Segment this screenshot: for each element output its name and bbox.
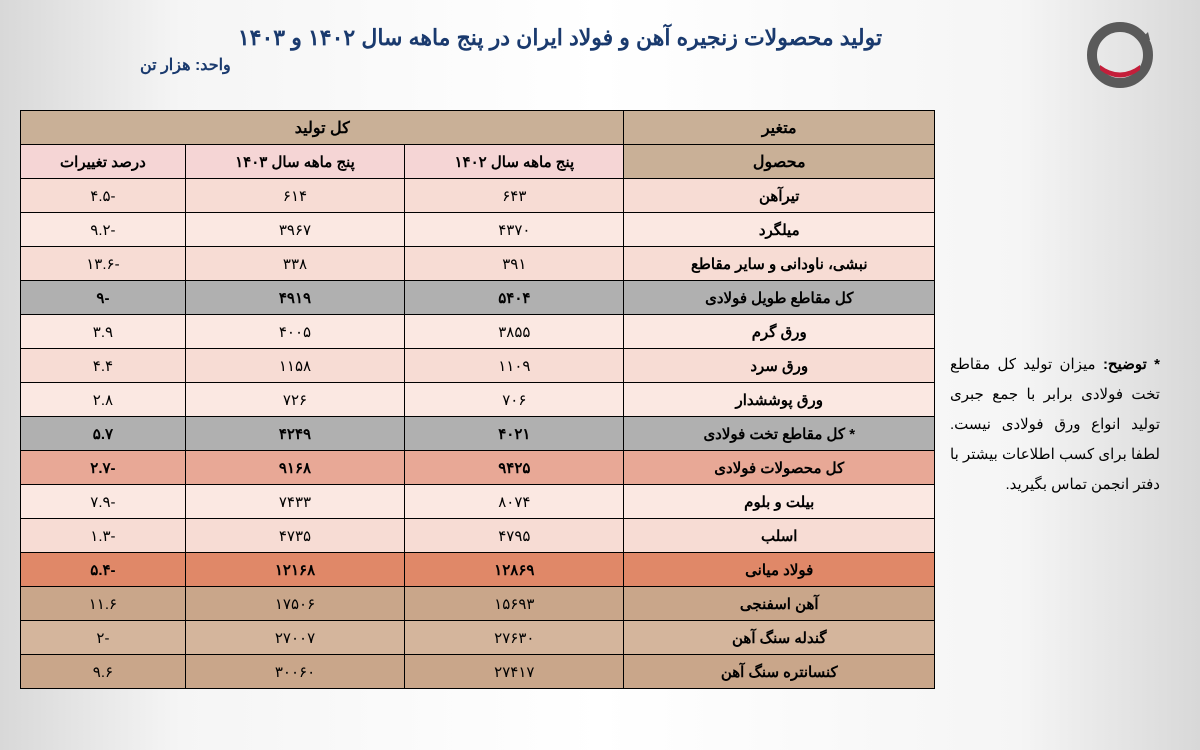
cell-change: ۱۱.۶ <box>21 587 186 621</box>
table-row: ورق پوششدار۷۰۶۷۲۶۲.۸ <box>21 383 935 417</box>
cell-1403: ۴۹۱۹ <box>185 281 404 315</box>
table-row: کنسانتره سنگ آهن۲۷۴۱۷۳۰۰۶۰۹.۶ <box>21 655 935 689</box>
cell-product: اسلب <box>624 519 935 553</box>
cell-change: -۴.۵ <box>21 179 186 213</box>
cell-change: -۷.۹ <box>21 485 186 519</box>
cell-1403: ۱۱۵۸ <box>185 349 404 383</box>
cell-change: -۲ <box>21 621 186 655</box>
cell-1402: ۲۷۶۳۰ <box>405 621 624 655</box>
cell-product: ورق پوششدار <box>624 383 935 417</box>
cell-1402: ۱۱۰۹ <box>405 349 624 383</box>
cell-1402: ۴۰۲۱ <box>405 417 624 451</box>
cell-1402: ۱۲۸۶۹ <box>405 553 624 587</box>
cell-change: -۱.۳ <box>21 519 186 553</box>
table-row: آهن اسفنجی۱۵۶۹۳۱۷۵۰۶۱۱.۶ <box>21 587 935 621</box>
cell-1403: ۷۴۳۳ <box>185 485 404 519</box>
note-title: توضیح: <box>1103 356 1147 373</box>
cell-1403: ۳۹۶۷ <box>185 213 404 247</box>
cell-change: ۹.۶ <box>21 655 186 689</box>
table-row: میلگرد۴۳۷۰۳۹۶۷-۹.۲ <box>21 213 935 247</box>
note-text: میزان تولید کل مقاطع تخت فولادی برابر با… <box>950 356 1160 493</box>
table-row: اسلب۴۷۹۵۴۷۳۵-۱.۳ <box>21 519 935 553</box>
cell-product: ورق گرم <box>624 315 935 349</box>
cell-1403: ۱۷۵۰۶ <box>185 587 404 621</box>
th-total: کل تولید <box>21 111 624 145</box>
cell-change: -۹.۲ <box>21 213 186 247</box>
table-row: ورق گرم۳۸۵۵۴۰۰۵۳.۹ <box>21 315 935 349</box>
table-row: نبشی، ناودانی و سایر مقاطع۳۹۱۳۳۸-۱۳.۶ <box>21 247 935 281</box>
cell-1402: ۵۴۰۴ <box>405 281 624 315</box>
cell-1403: ۷۲۶ <box>185 383 404 417</box>
cell-product: گندله سنگ آهن <box>624 621 935 655</box>
table-row: کل محصولات فولادی۹۴۲۵۹۱۶۸-۲.۷ <box>21 451 935 485</box>
cell-1402: ۷۰۶ <box>405 383 624 417</box>
cell-1403: ۲۷۰۰۷ <box>185 621 404 655</box>
cell-1403: ۴۰۰۵ <box>185 315 404 349</box>
th-1403: پنج ماهه سال ۱۴۰۳ <box>185 145 404 179</box>
cell-product: فولاد میانی <box>624 553 935 587</box>
cell-1403: ۹۱۶۸ <box>185 451 404 485</box>
cell-1403: ۳۰۰۶۰ <box>185 655 404 689</box>
table-row: فولاد میانی۱۲۸۶۹۱۲۱۶۸-۵.۴ <box>21 553 935 587</box>
cell-change: -۲.۷ <box>21 451 186 485</box>
cell-change: ۵.۷ <box>21 417 186 451</box>
cell-1403: ۳۳۸ <box>185 247 404 281</box>
table-row: بیلت و بلوم۸۰۷۴۷۴۳۳-۷.۹ <box>21 485 935 519</box>
cell-product: آهن اسفنجی <box>624 587 935 621</box>
cell-product: بیلت و بلوم <box>624 485 935 519</box>
th-product: محصول <box>624 145 935 179</box>
table-row: تیرآهن۶۴۳۶۱۴-۴.۵ <box>21 179 935 213</box>
note-star: * <box>1154 356 1160 373</box>
cell-product: میلگرد <box>624 213 935 247</box>
unit-label: واحد: هزار تن <box>140 55 231 75</box>
logo-icon <box>1080 20 1160 90</box>
cell-product: تیرآهن <box>624 179 935 213</box>
cell-product: * کل مقاطع تخت فولادی <box>624 417 935 451</box>
cell-product: کل محصولات فولادی <box>624 451 935 485</box>
cell-1402: ۴۳۷۰ <box>405 213 624 247</box>
table-row: * کل مقاطع تخت فولادی۴۰۲۱۴۲۴۹۵.۷ <box>21 417 935 451</box>
cell-1403: ۴۲۴۹ <box>185 417 404 451</box>
cell-1402: ۴۷۹۵ <box>405 519 624 553</box>
cell-product: نبشی، ناودانی و سایر مقاطع <box>624 247 935 281</box>
cell-change: ۳.۹ <box>21 315 186 349</box>
cell-change: -۵.۴ <box>21 553 186 587</box>
table-row: کل مقاطع طویل فولادی۵۴۰۴۴۹۱۹-۹ <box>21 281 935 315</box>
cell-1403: ۴۷۳۵ <box>185 519 404 553</box>
cell-change: -۱۳.۶ <box>21 247 186 281</box>
cell-1402: ۲۷۴۱۷ <box>405 655 624 689</box>
th-change: درصد تغییرات <box>21 145 186 179</box>
th-1402: پنج ماهه سال ۱۴۰۲ <box>405 145 624 179</box>
cell-1402: ۳۸۵۵ <box>405 315 624 349</box>
cell-1402: ۶۴۳ <box>405 179 624 213</box>
cell-product: ورق سرد <box>624 349 935 383</box>
cell-change: ۲.۸ <box>21 383 186 417</box>
cell-1402: ۱۵۶۹۳ <box>405 587 624 621</box>
cell-product: کنسانتره سنگ آهن <box>624 655 935 689</box>
cell-1402: ۸۰۷۴ <box>405 485 624 519</box>
cell-product: کل مقاطع طویل فولادی <box>624 281 935 315</box>
cell-1402: ۹۴۲۵ <box>405 451 624 485</box>
side-note: * توضیح: میزان تولید کل مقاطع تخت فولادی… <box>950 110 1160 689</box>
production-table: متغیر کل تولید محصول پنج ماهه سال ۱۴۰۲ پ… <box>20 110 935 689</box>
table-row: ورق سرد۱۱۰۹۱۱۵۸۴.۴ <box>21 349 935 383</box>
cell-1403: ۶۱۴ <box>185 179 404 213</box>
th-variable: متغیر <box>624 111 935 145</box>
cell-1403: ۱۲۱۶۸ <box>185 553 404 587</box>
cell-change: ۴.۴ <box>21 349 186 383</box>
cell-1402: ۳۹۱ <box>405 247 624 281</box>
cell-change: -۹ <box>21 281 186 315</box>
page-title: تولید محصولات زنجیره آهن و فولاد ایران د… <box>40 20 1080 51</box>
table-row: گندله سنگ آهن۲۷۶۳۰۲۷۰۰۷-۲ <box>21 621 935 655</box>
